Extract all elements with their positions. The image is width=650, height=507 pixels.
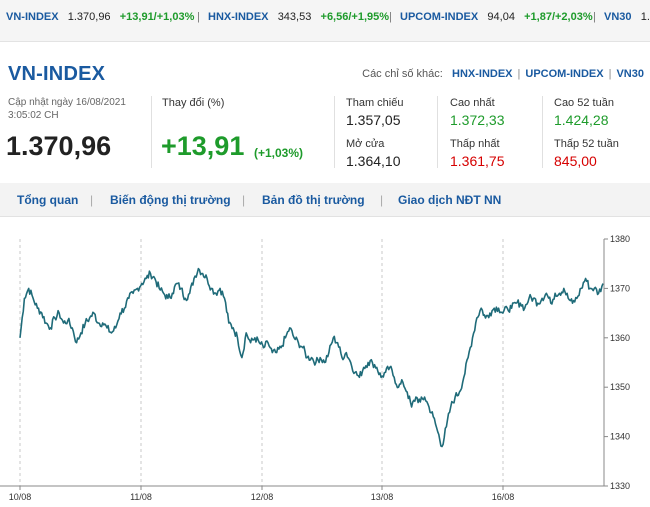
high52-value: 1.424,28 [554,112,609,128]
tab-separator: | [242,193,246,207]
index-line-chart: 10/08 11/08 12/08 13/08 16/08 1330 1340 1350 136… [0,234,630,502]
ref-label: Tham chiếu [346,97,404,109]
low52-label: Thấp 52 tuần [554,138,619,150]
divider [437,96,438,168]
change-value: +13,91 [161,131,245,161]
y-tick-label: 1380 [610,234,630,244]
ticker-name: VN30 [604,11,632,23]
high-label: Cao nhất [450,97,495,109]
link-hnx-index[interactable]: HNX-INDEX [452,68,513,80]
tab-overview[interactable]: Tổng quan [17,193,79,207]
ticker-separator: | [593,11,596,23]
x-tick-label: 12/08 [251,492,274,502]
high52-label: Cao 52 tuần [554,97,614,109]
ticker-change: +13,91/+1,03% [119,11,195,23]
y-tick-label: 1350 [610,382,630,392]
x-tick-label: 16/08 [492,492,515,502]
update-timestamp: Cập nhật ngày 16/08/2021 3:05:02 CH [8,96,148,122]
ticker-item-upcomindex[interactable]: UPCOM-INDEX 94,04 +1,87/+2,03% [400,11,593,23]
divider [151,96,152,168]
y-tick-label: 1330 [610,481,630,491]
ticker-item-vn30[interactable]: VN30 1.5 [604,11,650,23]
change-percent: (+1,03%) [254,146,304,160]
link-vn30[interactable]: VN30 [616,68,644,80]
other-indices-links: Các chỉ số khác: HNX-INDEX | UPCOM-INDEX | V… [362,68,644,80]
ticker-value: 1.5 [640,11,650,23]
ticker-separator: | [197,11,200,23]
index-ticker-bar: VN-INDEX 1.370,96 +13,91/+1,03% | HNX-IN… [0,0,650,42]
low52-value: 845,00 [554,153,597,169]
open-value: 1.364,10 [346,153,401,169]
y-tick-label: 1360 [610,333,630,343]
x-tick-label: 11/08 [130,492,152,502]
update-time: 3:05:02 CH [8,110,59,121]
change-label: Thay đổi (%) [162,97,225,109]
tab-separator: | [90,193,94,207]
chart-axes: 10/08 11/08 12/08 13/08 16/08 1330 1340 1350 136… [0,234,630,502]
low-value: 1.361,75 [450,153,505,169]
high-value: 1.372,33 [450,112,505,128]
other-indices-label: Các chỉ số khác: [362,68,443,80]
ticker-name: VN-INDEX [6,11,59,23]
x-tick-label: 10/08 [9,492,32,502]
tab-market-map[interactable]: Bản đồ thị trường [262,193,365,207]
divider [542,96,543,168]
link-upcom-index[interactable]: UPCOM-INDEX [525,68,604,80]
ticker-name: UPCOM-INDEX [400,11,479,23]
update-date: Cập nhật ngày 16/08/2021 [8,97,126,108]
chart-grid [19,239,504,486]
vnindex-price-line [19,267,604,448]
ref-value: 1.357,05 [346,112,401,128]
low-label: Thấp nhất [450,138,500,150]
ticker-name: HNX-INDEX [208,11,269,23]
divider [334,96,335,168]
section-tabs: Tổng quan | Biến động thị trường | Bản đ… [0,183,650,217]
tab-separator: | [380,193,384,207]
y-tick-label: 1370 [610,283,630,293]
page-title: VN-INDEX [8,63,106,85]
ticker-value: 1.370,96 [67,11,111,23]
current-price: 1.370,96 [6,131,112,161]
tab-foreign-trading[interactable]: Giao dịch NĐT NN [398,193,502,207]
ticker-item-vnindex[interactable]: VN-INDEX 1.370,96 +13,91/+1,03% [6,11,194,23]
open-label: Mở cửa [346,138,385,150]
y-tick-label: 1340 [610,432,630,442]
chart-series [19,267,604,448]
tab-market-movement[interactable]: Biến động thị trường [110,193,231,207]
x-tick-label: 13/08 [371,492,394,502]
ticker-separator: | [389,11,392,23]
link-separator: | [517,68,521,80]
ticker-value: 343,53 [277,11,312,23]
ticker-value: 94,04 [487,11,515,23]
link-separator: | [608,68,612,80]
ticker-change: +6,56/+1,95% [320,11,390,23]
ticker-item-hnxindex[interactable]: HNX-INDEX 343,53 +6,56/+1,95% [208,11,389,23]
ticker-change: +1,87/+2,03% [524,11,593,23]
